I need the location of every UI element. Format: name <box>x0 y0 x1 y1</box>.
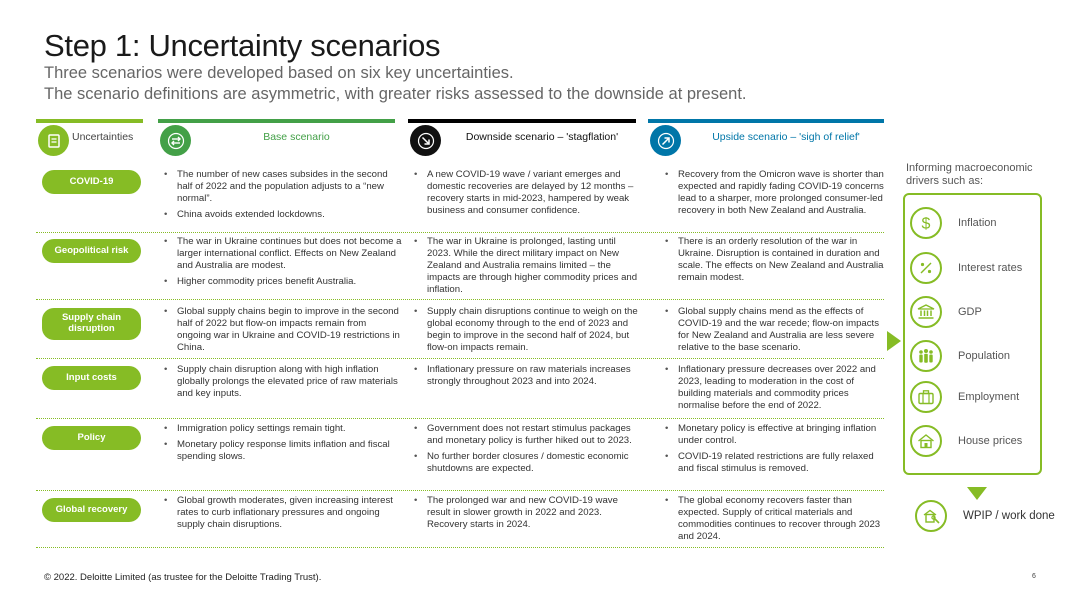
wpip-work-done: WPIP / work done <box>915 500 1055 532</box>
briefcase-icon <box>910 381 942 413</box>
cell-base-supply-chain: Global supply chains begin to improve in… <box>162 306 402 358</box>
header-uncertainties: Uncertainties <box>36 119 143 156</box>
table-row-input-costs: Input costs Supply chain disruption alon… <box>36 359 884 419</box>
bullet: A new COVID-19 wave / variant emerges an… <box>412 169 642 217</box>
bullet: Global growth moderates, given increasin… <box>162 495 402 531</box>
row-label-input-costs: Input costs <box>42 366 141 390</box>
arrow-up-right-icon <box>650 125 681 156</box>
cell-downside-global-recovery: The prolonged war and new COVID-19 wave … <box>412 495 642 535</box>
bullet: Supply chain disruptions continue to wei… <box>412 306 642 354</box>
page-title: Step 1: Uncertainty scenarios <box>44 28 441 63</box>
header-uncertainties-label: Uncertainties <box>72 131 134 143</box>
arrow-down-right-icon <box>410 125 441 156</box>
driver-house-prices: House prices <box>910 425 1022 457</box>
bullet: Global supply chains mend as the effects… <box>663 306 885 354</box>
row-label-policy: Policy <box>42 426 141 450</box>
driver-interest-rates: Interest rates <box>910 252 1022 284</box>
row-label-supply-chain: Supply chain disruption <box>42 308 141 340</box>
header-base-scenario: Base scenario <box>158 119 395 156</box>
bullet: Monetary policy response limits inflatio… <box>162 439 402 463</box>
cell-downside-geopolitical: The war in Ukraine is prolonged, lasting… <box>412 236 642 299</box>
bullet: Monetary policy is effective at bringing… <box>663 423 885 447</box>
cell-upside-policy: Monetary policy is effective at bringing… <box>663 423 885 479</box>
header-downside-scenario: Downside scenario – 'stagflation' <box>408 119 636 156</box>
row-label-global-recovery: Global recovery <box>42 498 141 522</box>
bullet: The global economy recovers faster than … <box>663 495 885 543</box>
cell-base-covid: The number of new cases subsides in the … <box>162 169 402 225</box>
drivers-heading: Informing macroeconomic drivers such as: <box>906 162 1033 188</box>
svg-text:$: $ <box>922 216 931 233</box>
cell-downside-covid: A new COVID-19 wave / variant emerges an… <box>412 169 642 221</box>
bullet: No further border closures / domestic ec… <box>412 451 642 475</box>
exchange-arrows-icon <box>160 125 191 156</box>
bullet: China avoids extended lockdowns. <box>162 209 402 221</box>
bullet: The war in Ukraine is prolonged, lasting… <box>412 236 642 295</box>
driver-label: Inflation <box>958 217 997 229</box>
table-row-geopolitical: Geopolitical risk The war in Ukraine con… <box>36 233 884 300</box>
driver-label: GDP <box>958 306 982 318</box>
header-base-label: Base scenario <box>263 131 330 143</box>
table-row-supply-chain: Supply chain disruption Global supply ch… <box>36 300 884 359</box>
cell-upside-covid: Recovery from the Omicron wave is shorte… <box>663 169 885 221</box>
dollar-icon: $ <box>910 207 942 239</box>
house-tools-icon <box>915 500 947 532</box>
cell-base-geopolitical: The war in Ukraine continues but does no… <box>162 236 402 292</box>
percent-icon <box>910 252 942 284</box>
bullet: The number of new cases subsides in the … <box>162 169 402 205</box>
bullet: Supply chain disruption along with high … <box>162 364 402 400</box>
table-row-covid: COVID-19 The number of new cases subside… <box>36 166 884 233</box>
bullet: There is an orderly resolution of the wa… <box>663 236 885 284</box>
cell-downside-input-costs: Inflationary pressure on raw materials i… <box>412 364 642 392</box>
cell-downside-supply-chain: Supply chain disruptions continue to wei… <box>412 306 642 358</box>
bullet: The war in Ukraine continues but does no… <box>162 236 402 272</box>
header-upside-label: Upside scenario – 'sigh of relief' <box>712 131 860 143</box>
row-label-geopolitical: Geopolitical risk <box>42 239 141 263</box>
bullet: The prolonged war and new COVID-19 wave … <box>412 495 642 531</box>
people-icon <box>910 340 942 372</box>
driver-population: Population <box>910 340 1010 372</box>
arrow-right-icon <box>887 331 901 351</box>
table-row-policy: Policy Immigration policy settings remai… <box>36 419 884 491</box>
page-number: 6 <box>1032 573 1036 580</box>
driver-label: Population <box>958 350 1010 362</box>
bank-icon <box>910 296 942 328</box>
driver-label: House prices <box>958 435 1023 447</box>
row-label-covid: COVID-19 <box>42 170 141 194</box>
driver-employment: Employment <box>910 381 1019 413</box>
bullet: Inflationary pressure on raw materials i… <box>412 364 642 388</box>
cell-downside-policy: Government does not restart stimulus pac… <box>412 423 642 479</box>
page-subtitle-2: The scenario definitions are asymmetric,… <box>44 85 747 103</box>
header-upside-scenario: Upside scenario – 'sigh of relief' <box>648 119 884 156</box>
cell-base-policy: Immigration policy settings remain tight… <box>162 423 402 467</box>
bullet: Higher commodity prices benefit Australi… <box>162 276 402 288</box>
cell-upside-input-costs: Inflationary pressure decreases over 202… <box>663 364 885 416</box>
driver-gdp: GDP <box>910 296 982 328</box>
arrow-down-icon <box>967 487 987 500</box>
page-subtitle: Three scenarios were developed based on … <box>44 64 514 82</box>
bullet: Global supply chains begin to improve in… <box>162 306 402 354</box>
cell-upside-supply-chain: Global supply chains mend as the effects… <box>663 306 885 358</box>
cell-base-input-costs: Supply chain disruption along with high … <box>162 364 402 404</box>
bullet: Immigration policy settings remain tight… <box>162 423 402 435</box>
bullet: Government does not restart stimulus pac… <box>412 423 642 447</box>
document-icon <box>38 125 69 156</box>
driver-label: Employment <box>958 391 1020 403</box>
bullet: Inflationary pressure decreases over 202… <box>663 364 885 412</box>
cell-upside-geopolitical: There is an orderly resolution of the wa… <box>663 236 885 288</box>
bullet: Recovery from the Omicron wave is shorte… <box>663 169 885 217</box>
wpip-label: WPIP / work done <box>963 510 1055 522</box>
drivers-box <box>903 193 1042 475</box>
driver-inflation: $ Inflation <box>910 207 997 239</box>
table-row-global-recovery: Global recovery Global growth moderates,… <box>36 491 884 548</box>
bullet: COVID-19 related restrictions are fully … <box>663 451 885 475</box>
cell-base-global-recovery: Global growth moderates, given increasin… <box>162 495 402 535</box>
house-icon <box>910 425 942 457</box>
driver-label: Interest rates <box>958 262 1023 274</box>
cell-upside-global-recovery: The global economy recovers faster than … <box>663 495 885 547</box>
footer-copyright: © 2022. Deloitte Limited (as trustee for… <box>44 572 322 583</box>
header-downside-label: Downside scenario – 'stagflation' <box>465 131 619 143</box>
